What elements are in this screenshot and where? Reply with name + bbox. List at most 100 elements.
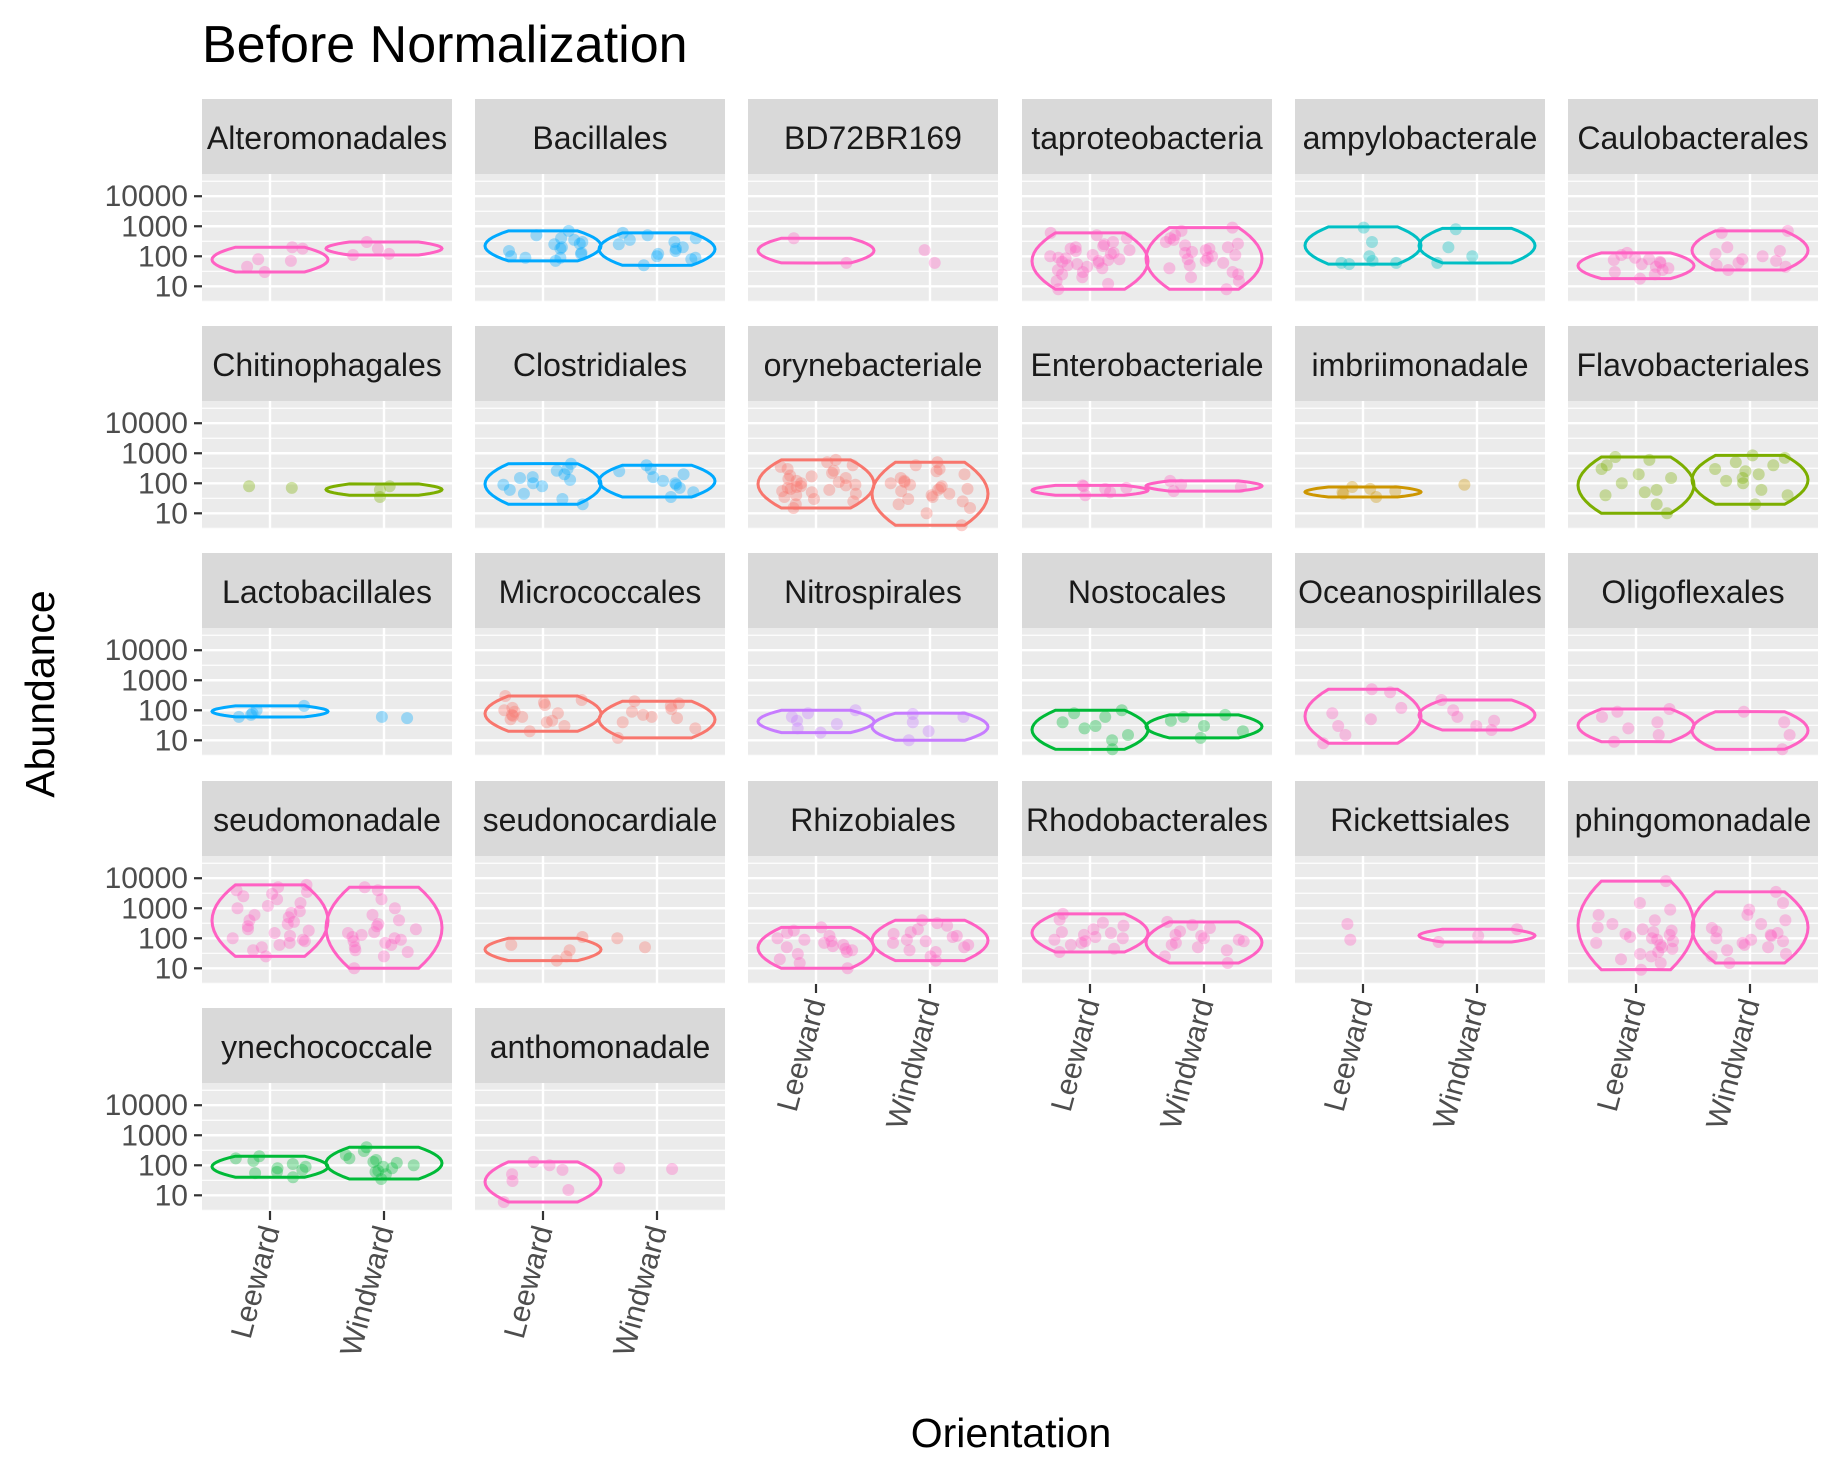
data-point	[1079, 489, 1092, 502]
data-point	[781, 481, 794, 494]
data-point	[924, 950, 937, 963]
data-point	[941, 919, 954, 932]
data-point	[784, 482, 797, 495]
y-tick-label: 10	[155, 497, 188, 530]
data-point	[1611, 705, 1624, 718]
violin-windward	[870, 918, 990, 963]
data-point	[669, 245, 682, 257]
data-point	[946, 931, 959, 943]
data-point	[795, 477, 808, 490]
data-point	[664, 491, 677, 503]
data-point	[505, 250, 518, 263]
data-point	[407, 1159, 420, 1172]
data-point	[1326, 707, 1339, 720]
data-point	[623, 233, 636, 246]
data-point	[1076, 271, 1089, 284]
facet-strip	[1295, 553, 1545, 628]
data-point	[550, 954, 563, 967]
data-point	[1649, 260, 1662, 273]
data-point	[1648, 268, 1661, 281]
facet-strip	[202, 553, 452, 628]
data-point	[371, 884, 384, 897]
facet-betaproteobacteriales: taproteobacteria	[1022, 99, 1272, 302]
data-point	[1511, 923, 1523, 936]
data-point	[1709, 247, 1722, 260]
data-point	[825, 935, 838, 948]
data-point	[676, 241, 689, 254]
data-point	[1199, 244, 1212, 257]
data-point	[1736, 253, 1749, 266]
data-point	[1665, 472, 1678, 484]
data-point	[527, 477, 540, 490]
data-point	[261, 899, 274, 912]
data-point	[242, 923, 254, 936]
data-point	[1169, 928, 1182, 941]
data-point	[1384, 686, 1397, 699]
data-point	[1756, 250, 1769, 263]
data-point	[1076, 266, 1089, 278]
data-point	[1061, 259, 1074, 272]
data-point	[933, 463, 946, 475]
data-point	[1116, 932, 1129, 945]
facet-strip	[1568, 326, 1818, 401]
data-point	[1364, 713, 1377, 726]
data-point	[1164, 474, 1177, 487]
data-point	[793, 957, 806, 969]
data-point	[1181, 253, 1194, 266]
facet-bd72br169: BD72BR169	[748, 99, 998, 302]
data-point	[637, 708, 650, 721]
x-tick-label: Windward	[880, 995, 946, 1132]
panel-background	[475, 174, 725, 302]
violin-leeward	[1030, 483, 1150, 497]
data-point	[575, 694, 588, 706]
x-tick-label: Windward	[1700, 995, 1766, 1132]
data-point	[1104, 486, 1117, 499]
data-point	[1071, 258, 1084, 271]
data-point	[296, 242, 309, 255]
data-point	[1089, 720, 1102, 732]
panel-background	[202, 628, 452, 756]
data-point	[554, 251, 567, 264]
data-point	[685, 253, 698, 266]
violin-windward	[1690, 453, 1810, 506]
data-point	[555, 241, 568, 254]
data-point	[1741, 908, 1754, 921]
data-point	[1743, 903, 1756, 916]
data-point	[374, 491, 386, 503]
y-tick-label: 100	[138, 1149, 188, 1182]
data-point	[1069, 245, 1082, 257]
facet-strip-label: ampylobacterale	[1303, 120, 1538, 156]
data-point	[255, 941, 268, 954]
data-point	[561, 463, 574, 475]
data-point	[1078, 928, 1090, 941]
violin-windward	[1690, 890, 1810, 965]
data-point	[1206, 250, 1219, 263]
data-point	[1737, 477, 1750, 490]
data-point	[1044, 226, 1057, 239]
data-point	[360, 1141, 373, 1154]
data-point	[918, 244, 931, 257]
facet-strip-label: Nitrospirales	[784, 574, 962, 610]
data-point	[302, 924, 315, 937]
data-point	[298, 699, 311, 712]
data-point	[368, 926, 381, 939]
data-point	[560, 950, 573, 963]
data-point	[568, 233, 581, 246]
data-point	[371, 242, 384, 255]
y-tick-label: 1000	[121, 1119, 188, 1152]
data-point	[930, 465, 943, 478]
data-point	[1104, 247, 1117, 260]
data-point	[266, 887, 279, 900]
data-point	[1634, 948, 1647, 960]
data-point	[1389, 485, 1402, 498]
data-point	[1736, 472, 1749, 484]
data-point	[1395, 701, 1408, 714]
data-point	[1332, 720, 1345, 732]
data-point	[1710, 259, 1723, 272]
data-point	[1120, 481, 1133, 494]
data-point	[1608, 735, 1621, 748]
data-point	[1666, 942, 1679, 955]
data-point	[647, 471, 660, 484]
data-point	[1232, 268, 1245, 281]
data-point	[1078, 722, 1091, 735]
